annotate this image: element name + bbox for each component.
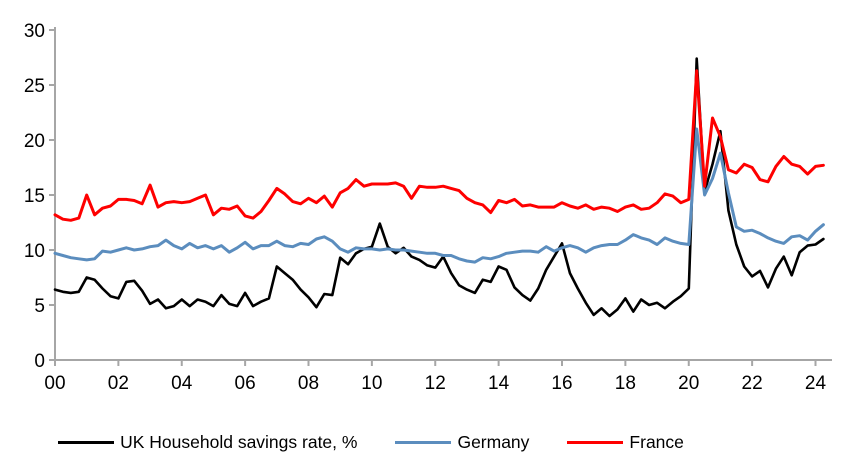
x-tick-label: 18 bbox=[615, 373, 636, 394]
x-tick-label: 24 bbox=[805, 373, 827, 394]
y-tick-label: 0 bbox=[34, 351, 45, 372]
legend-label: UK Household savings rate, % bbox=[120, 432, 358, 452]
x-tick-label: 22 bbox=[742, 373, 763, 394]
chart-legend: UK Household savings rate, % Germany Franc… bbox=[0, 432, 797, 453]
x-tick-label: 12 bbox=[425, 373, 446, 394]
x-tick-label: 14 bbox=[488, 373, 510, 394]
y-tick-label: 25 bbox=[24, 76, 45, 97]
legend-line-swatch bbox=[567, 441, 624, 444]
y-tick-label: 5 bbox=[34, 296, 45, 317]
legend-label: France bbox=[629, 432, 684, 452]
x-tick-label: 20 bbox=[678, 373, 699, 394]
series-line-france bbox=[53, 69, 825, 222]
x-tick-label: 00 bbox=[44, 373, 65, 394]
y-tick-label: 10 bbox=[24, 241, 45, 262]
chart-area: 0 5 10 15 20 25 30 00 02 04 06 08 10 12 14 16 18 20 22 24 bbox=[24, 21, 832, 394]
y-tick-label: 15 bbox=[24, 186, 45, 207]
savings-line-chart: 0 5 10 15 20 25 30 00 02 04 06 08 10 12 14 16 18 20 22 24 bbox=[24, 21, 832, 394]
x-tick-label: 04 bbox=[171, 373, 193, 394]
x-tick-label: 06 bbox=[235, 373, 256, 394]
legend-item-germany: Germany bbox=[395, 432, 529, 453]
series-line-germany bbox=[53, 127, 825, 264]
legend-item-france: France bbox=[567, 432, 684, 453]
y-tick-label: 20 bbox=[24, 131, 45, 152]
legend-line-swatch bbox=[58, 441, 115, 444]
legend-line-swatch bbox=[395, 441, 452, 444]
x-tick-label: 08 bbox=[298, 373, 319, 394]
legend-item-uk: UK Household savings rate, % bbox=[58, 432, 357, 453]
legend-label: Germany bbox=[457, 432, 530, 452]
x-tick-label: 10 bbox=[361, 373, 382, 394]
y-tick-label: 30 bbox=[24, 21, 45, 42]
x-tick-label: 16 bbox=[551, 373, 572, 394]
x-tick-label: 02 bbox=[108, 373, 129, 394]
